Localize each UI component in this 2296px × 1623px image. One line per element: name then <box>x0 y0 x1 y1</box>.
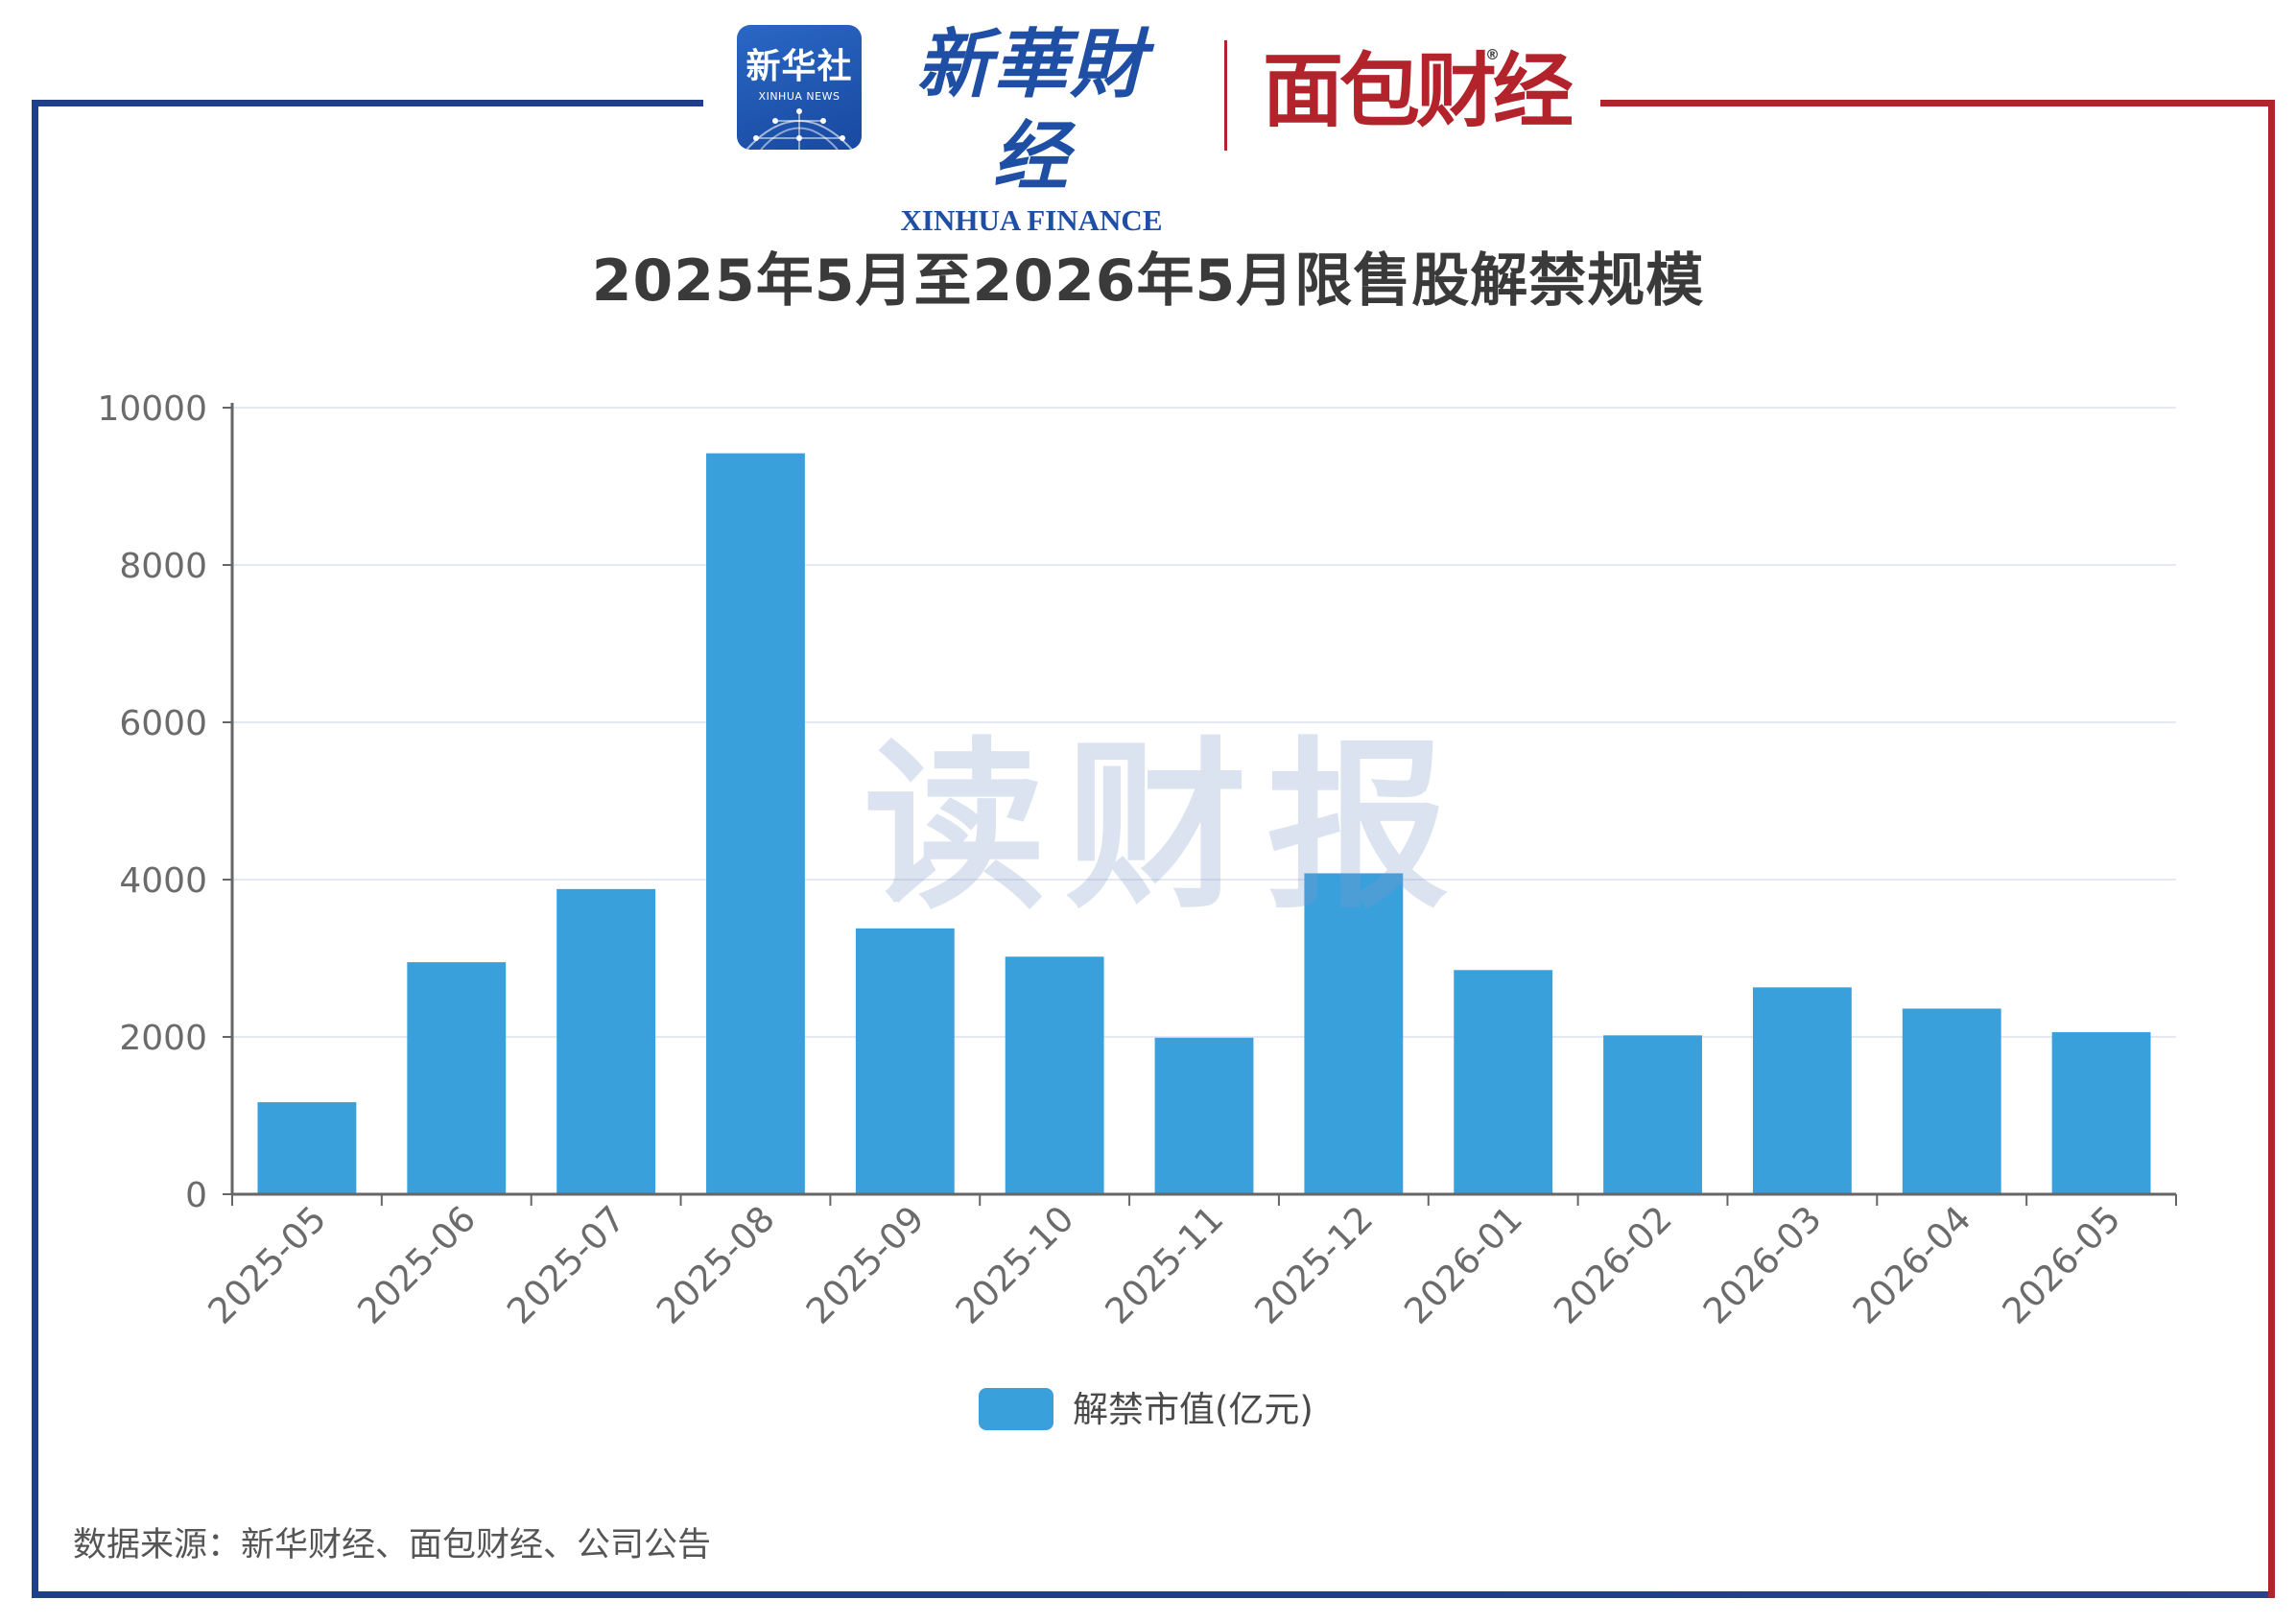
mianbao-finance-logo: 面包财经 ® <box>1263 38 1574 144</box>
y-tick-label: 0 <box>185 1176 207 1215</box>
bar-2025-12[interactable] <box>1304 873 1404 1194</box>
xinhua-finance-logo-en: XINHUA FINANCE <box>900 203 1163 237</box>
bar-2026-02[interactable] <box>1603 1035 1702 1194</box>
legend-label: 解禁市值(亿元) <box>1073 1389 1314 1430</box>
source-note: 数据来源：新华财经、面包财经、公司公告 <box>73 1526 712 1564</box>
x-tick-label: 2025-06 <box>349 1198 484 1332</box>
y-tick-label: 10000 <box>97 389 207 429</box>
x-tick-label: 2026-04 <box>1845 1198 1979 1332</box>
bar-2026-01[interactable] <box>1454 970 1553 1194</box>
xinhua-news-logo-en: XINHUA NEWS <box>758 90 840 103</box>
bar-2025-10[interactable] <box>1005 956 1104 1194</box>
chart-title: 2025年5月至2026年5月限售股解禁规模 <box>591 247 1705 315</box>
xinhua-news-logo: 新华社 XINHUA NEWS <box>737 25 862 150</box>
mianbao-finance-logo-text: 面包财经 <box>1263 44 1574 138</box>
x-tick-label: 2026-05 <box>1995 1198 2129 1332</box>
x-tick-label: 2026-02 <box>1546 1198 1680 1332</box>
globe-network-icon <box>746 108 853 150</box>
y-tick-label: 6000 <box>119 704 207 743</box>
x-tick-label: 2025-08 <box>649 1198 783 1332</box>
bar-2026-03[interactable] <box>1752 987 1852 1194</box>
y-tick-label: 8000 <box>119 547 207 586</box>
bar-2025-06[interactable] <box>407 962 507 1194</box>
axes <box>223 403 2177 1206</box>
x-tick-label: 2025-09 <box>798 1198 933 1332</box>
bar-2025-11[interactable] <box>1154 1037 1254 1194</box>
x-tick-label: 2026-01 <box>1396 1198 1530 1332</box>
x-tick-label: 2025-11 <box>1098 1198 1232 1332</box>
watermark: 读财报 <box>864 721 1469 933</box>
x-tick-label: 2026-03 <box>1695 1198 1830 1332</box>
xinhua-finance-logo: 新華財经 XINHUA FINANCE <box>888 19 1175 237</box>
x-tick-label: 2025-05 <box>201 1198 335 1332</box>
bar-2025-07[interactable] <box>556 888 656 1194</box>
registered-mark: ® <box>1485 46 1500 63</box>
x-tick-labels: 2025-05 2025-06 2025-07 2025-08 2025-09 2025-… <box>201 1198 2129 1332</box>
frame-bottom-line <box>32 1591 2275 1598</box>
legend-swatch <box>979 1388 1053 1430</box>
frame-right-line <box>2268 100 2275 1598</box>
grid-lines <box>232 407 2176 1038</box>
bar-2026-04[interactable] <box>1902 1008 2001 1194</box>
y-tick-label: 2000 <box>119 1019 207 1058</box>
bars <box>257 453 2151 1194</box>
frame-top-right-line <box>1600 100 2275 106</box>
frame-top-left-line <box>32 100 703 106</box>
x-tick-label: 2025-07 <box>499 1198 633 1332</box>
logo-divider <box>1224 40 1227 151</box>
frame-left-line <box>32 100 38 1598</box>
x-tick-label: 2025-12 <box>1246 1198 1381 1332</box>
bar-2025-09[interactable] <box>855 928 955 1194</box>
bar-2026-05[interactable] <box>2051 1032 2151 1194</box>
bar-2025-08[interactable] <box>706 453 805 1194</box>
bar-2025-05[interactable] <box>257 1102 357 1194</box>
y-tick-labels: 0 2000 4000 6000 8000 10000 <box>97 389 207 1215</box>
xinhua-finance-logo-cn: 新華財经 <box>915 21 1147 200</box>
x-tick-label: 2025-10 <box>948 1198 1082 1332</box>
y-tick-label: 4000 <box>119 861 207 901</box>
xinhua-news-logo-cn: 新华社 <box>746 47 853 86</box>
